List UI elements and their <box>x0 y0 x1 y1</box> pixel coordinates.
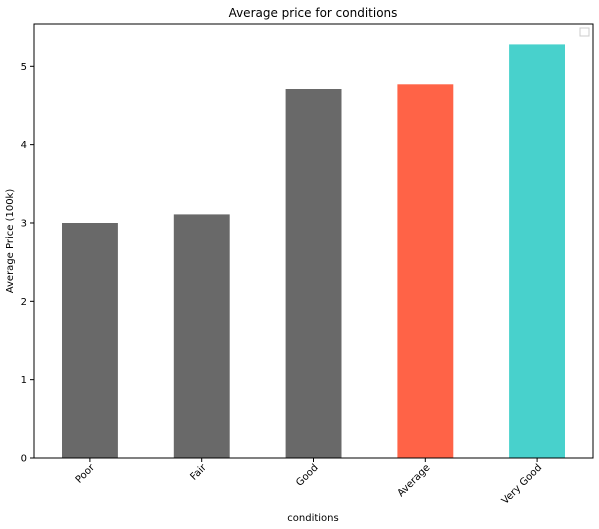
y-tick-label: 3 <box>21 218 27 229</box>
bar-good <box>285 89 342 458</box>
y-tick-label: 2 <box>21 297 27 308</box>
y-tick-label: 4 <box>21 140 27 151</box>
legend <box>579 27 590 37</box>
bar-very-good <box>509 44 565 459</box>
y-tick-label: 1 <box>21 375 27 386</box>
bars-group <box>62 44 565 459</box>
y-tick-label: 0 <box>21 454 27 465</box>
y-axis-label: Average Price (100k) <box>5 189 16 294</box>
y-axis-ticks: 0 1 2 3 4 5 <box>21 62 34 465</box>
chart-title: Average price for conditions <box>229 6 398 20</box>
legend-box <box>579 27 590 37</box>
bar-fair <box>173 214 230 458</box>
bar-average <box>397 84 454 459</box>
bar-poor <box>62 223 118 458</box>
y-tick-label: 5 <box>21 62 27 73</box>
x-axis-label: conditions <box>287 513 338 524</box>
